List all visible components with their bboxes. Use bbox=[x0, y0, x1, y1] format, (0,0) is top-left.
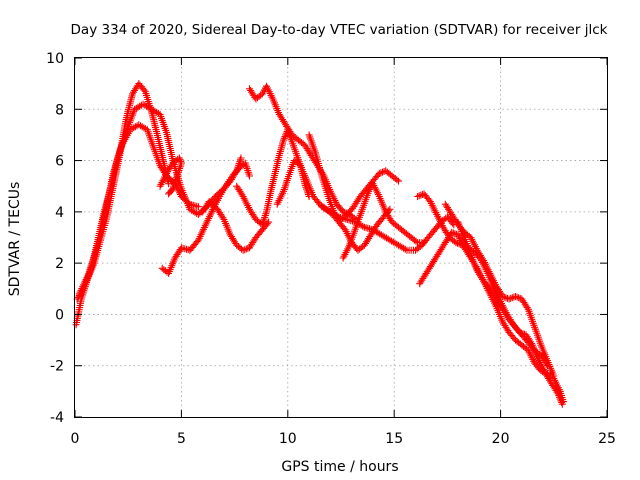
plus-marker bbox=[515, 294, 523, 302]
plus-marker bbox=[448, 228, 456, 236]
plus-marker bbox=[81, 277, 89, 285]
plus-marker bbox=[500, 293, 508, 301]
plus-marker bbox=[395, 177, 402, 185]
plus-marker bbox=[502, 294, 510, 302]
series-arc-c bbox=[75, 121, 202, 298]
plus-marker bbox=[283, 178, 291, 186]
series-arc-a bbox=[72, 80, 173, 329]
series-arc-p bbox=[454, 218, 551, 370]
plus-marker bbox=[280, 134, 288, 142]
plus-marker bbox=[166, 189, 174, 197]
y-tick-labels: -4 -2 0 2 4 6 8 10 bbox=[46, 51, 64, 426]
plus-marker bbox=[377, 169, 385, 177]
x-tick-label: 25 bbox=[598, 431, 616, 447]
series-arc-h bbox=[246, 82, 360, 223]
y-axis-label: SDTVAR / TECUs bbox=[7, 182, 23, 297]
plus-marker bbox=[246, 172, 253, 180]
plus-marker bbox=[263, 220, 271, 228]
x-tick-label: 5 bbox=[177, 431, 186, 447]
plus-marker bbox=[542, 360, 550, 368]
y-tick-label: -4 bbox=[50, 410, 64, 426]
plus-marker bbox=[523, 304, 531, 312]
x-axis-label: GPS time / hours bbox=[281, 459, 398, 475]
plus-marker bbox=[507, 294, 515, 302]
plus-marker bbox=[242, 245, 250, 253]
plus-marker bbox=[375, 169, 383, 177]
axis-ticks bbox=[74, 57, 608, 418]
series-arc-n bbox=[416, 228, 567, 406]
y-tick-label: 4 bbox=[55, 205, 64, 221]
plus-marker bbox=[165, 180, 173, 188]
plus-marker bbox=[412, 237, 420, 245]
y-tick-label: 10 bbox=[46, 51, 64, 67]
plus-marker bbox=[219, 214, 227, 222]
plus-marker bbox=[386, 205, 394, 213]
series-arc-d bbox=[156, 154, 185, 198]
plus-marker bbox=[239, 246, 247, 254]
plus-marker bbox=[244, 168, 252, 176]
plus-marker bbox=[194, 203, 202, 211]
x-tick-label: 0 bbox=[71, 431, 80, 447]
plus-marker bbox=[499, 293, 507, 300]
plus-marker bbox=[165, 190, 173, 198]
plus-marker bbox=[415, 192, 423, 200]
plus-marker bbox=[176, 163, 184, 171]
plus-marker bbox=[540, 368, 548, 376]
plus-marker bbox=[451, 230, 459, 238]
plus-marker bbox=[333, 212, 341, 220]
plus-marker bbox=[339, 208, 347, 216]
plus-marker bbox=[175, 154, 183, 162]
series-arc-i bbox=[273, 157, 394, 254]
plus-marker bbox=[550, 372, 558, 380]
x-tick-labels: 0 5 10 15 20 25 bbox=[71, 431, 616, 447]
y-tick-label: 8 bbox=[55, 102, 64, 118]
plus-marker bbox=[508, 294, 516, 302]
x-tick-label: 20 bbox=[492, 431, 510, 447]
series-arc-l bbox=[318, 203, 458, 254]
plus-marker bbox=[559, 398, 567, 406]
plus-marker bbox=[401, 245, 409, 253]
x-tick-label: 15 bbox=[385, 431, 403, 447]
plus-marker bbox=[414, 193, 422, 200]
plus-marker bbox=[281, 133, 289, 141]
plus-marker bbox=[380, 168, 388, 175]
series-arc-f bbox=[199, 198, 273, 254]
y-tick-label: 2 bbox=[55, 256, 64, 272]
plot-frame bbox=[74, 57, 608, 418]
plus-marker bbox=[510, 335, 518, 342]
y-tick-label: -2 bbox=[50, 359, 64, 375]
plus-marker bbox=[360, 223, 368, 231]
plus-marker bbox=[543, 362, 551, 370]
x-tick-label: 10 bbox=[279, 431, 297, 447]
plus-marker bbox=[537, 367, 545, 375]
plus-marker bbox=[512, 293, 519, 300]
plus-marker bbox=[262, 210, 270, 218]
plus-marker bbox=[418, 191, 426, 198]
plus-marker bbox=[237, 154, 245, 162]
plus-marker bbox=[265, 218, 273, 226]
plus-marker bbox=[176, 156, 184, 164]
plus-marker bbox=[140, 86, 148, 94]
plus-marker bbox=[513, 293, 521, 301]
series-arc-e bbox=[158, 159, 253, 277]
y-tick-label: 6 bbox=[55, 154, 64, 170]
plus-marker bbox=[505, 295, 513, 303]
plus-marker bbox=[449, 229, 457, 237]
plus-marker bbox=[282, 180, 290, 188]
chart-title: Day 334 of 2020, Sidereal Day-to-day VTE… bbox=[71, 22, 608, 38]
plus-marker bbox=[241, 246, 249, 254]
plus-marker bbox=[359, 222, 367, 230]
plus-marker bbox=[454, 239, 461, 247]
data-points bbox=[72, 80, 567, 408]
plus-marker bbox=[343, 216, 351, 223]
plus-marker bbox=[539, 368, 547, 375]
y-tick-label: 0 bbox=[55, 307, 64, 323]
plus-marker bbox=[393, 176, 401, 184]
